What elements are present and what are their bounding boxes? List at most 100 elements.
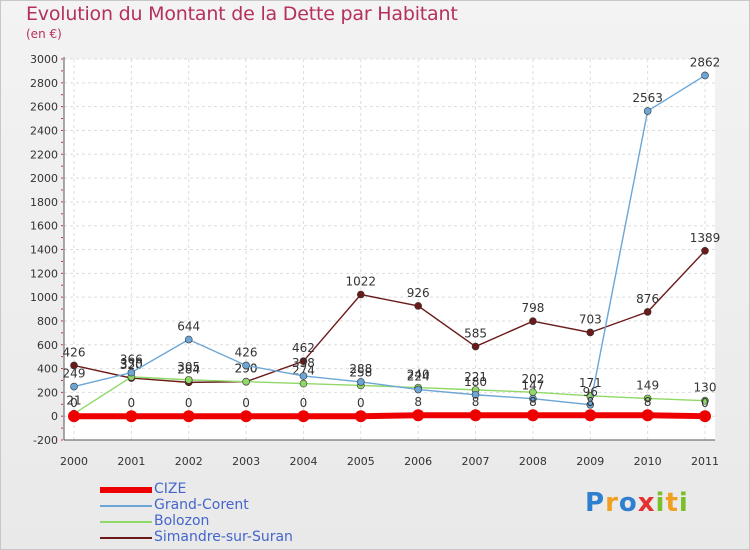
series-line-grand-corent: [73, 74, 706, 406]
legend-label: Simandre-sur-Suran: [154, 529, 293, 545]
data-label: 288: [349, 362, 372, 376]
data-label: 8: [644, 395, 652, 409]
data-point: [127, 368, 136, 377]
data-point: [469, 409, 482, 422]
series-line-cize: [74, 412, 706, 420]
logo-letter: P: [585, 488, 606, 518]
x-tick-label: 2001: [117, 455, 145, 468]
data-label: 171: [579, 376, 602, 390]
x-tick-label: 2003: [232, 455, 260, 468]
y-tick-label: -200: [33, 434, 58, 447]
data-point: [414, 302, 422, 310]
data-point: [357, 290, 365, 299]
data-point: [299, 372, 308, 380]
data-label: 644: [177, 320, 200, 334]
logo-letter: i: [678, 488, 689, 518]
logo-letter: i: [655, 488, 666, 518]
data-label: 0: [185, 396, 193, 410]
legend-swatch: [100, 537, 152, 539]
data-label: 8: [472, 395, 480, 409]
data-point: [242, 377, 250, 386]
y-tick-label: 2200: [30, 148, 58, 161]
data-label: 240: [407, 368, 430, 382]
logo-letter: t: [665, 488, 679, 518]
data-label: 305: [177, 360, 200, 374]
x-tick-label: 2011: [691, 455, 719, 468]
data-label: 330: [120, 357, 143, 371]
data-label: 1389: [690, 231, 721, 245]
data-label: 0: [128, 396, 136, 410]
data-label: 926: [407, 286, 430, 300]
logo-letter: r: [605, 488, 619, 518]
data-point: [526, 409, 539, 422]
data-label: 585: [464, 327, 487, 341]
x-tick-label: 2009: [576, 455, 604, 468]
data-point: [643, 308, 652, 316]
y-tick-label: 0: [51, 410, 58, 423]
x-tick-label: 2010: [634, 455, 662, 468]
data-label: 798: [521, 301, 544, 315]
data-label: 149: [636, 378, 659, 392]
data-point: [471, 390, 480, 399]
data-point: [641, 409, 654, 422]
chart-title: Evolution du Montant de la Dette par Hab…: [26, 3, 458, 25]
data-point: [242, 361, 250, 370]
data-point: [297, 410, 310, 423]
data-point: [586, 328, 595, 337]
data-point: [184, 376, 193, 384]
y-tick-label: 1800: [30, 196, 58, 209]
data-point: [240, 410, 253, 423]
x-tick-label: 2008: [519, 455, 547, 468]
y-tick-label: 1600: [30, 220, 58, 233]
legend-swatch: [100, 521, 152, 523]
data-point: [701, 71, 709, 80]
legend-swatch: [100, 487, 152, 493]
y-tick-label: 1400: [30, 244, 58, 257]
data-label: 21: [66, 394, 81, 408]
data-label: 249: [63, 367, 86, 381]
data-label: 284: [177, 362, 200, 376]
data-point: [529, 317, 537, 325]
data-point: [586, 400, 595, 409]
data-label: 426: [235, 345, 258, 359]
data-label: 2862: [690, 55, 721, 69]
data-label: 221: [464, 370, 487, 384]
legend-swatch: [100, 505, 152, 507]
data-label: 0: [242, 396, 250, 410]
data-label: 426: [63, 345, 86, 359]
data-label: 8: [529, 395, 537, 409]
data-label: 0: [300, 396, 308, 410]
logo-letter: x: [637, 488, 656, 518]
y-tick-label: 2000: [30, 172, 58, 185]
data-label: 274: [292, 364, 315, 378]
data-point: [354, 410, 367, 423]
data-label: 8: [586, 395, 594, 409]
chart-unit: (en €): [26, 27, 62, 41]
legend-label: Grand-Corent: [154, 497, 249, 513]
data-point: [529, 394, 537, 403]
y-tick-label: 400: [37, 363, 58, 376]
data-point: [699, 410, 711, 423]
x-tick-label: 2005: [347, 455, 375, 468]
data-point: [643, 107, 652, 115]
data-point: [412, 409, 425, 422]
y-tick-label: 2800: [30, 77, 58, 90]
data-label: 130: [694, 381, 717, 395]
data-label: 96: [583, 385, 598, 399]
data-label: 462: [292, 341, 315, 355]
data-point: [70, 382, 78, 391]
data-label: 147: [521, 379, 544, 393]
data-point: [357, 378, 365, 386]
y-tick-label: 1000: [30, 291, 58, 304]
series-line-simandre-sur-suran: [73, 250, 706, 384]
y-tick-label: 200: [37, 386, 58, 399]
data-point: [299, 379, 308, 388]
legend-label: Bolozon: [154, 513, 210, 529]
y-tick-label: 1200: [30, 267, 58, 280]
data-label: 366: [120, 353, 143, 367]
x-tick-label: 2002: [175, 455, 203, 468]
y-tick-label: 2400: [30, 124, 58, 137]
data-label: 703: [579, 312, 602, 326]
x-tick-label: 2006: [404, 455, 432, 468]
